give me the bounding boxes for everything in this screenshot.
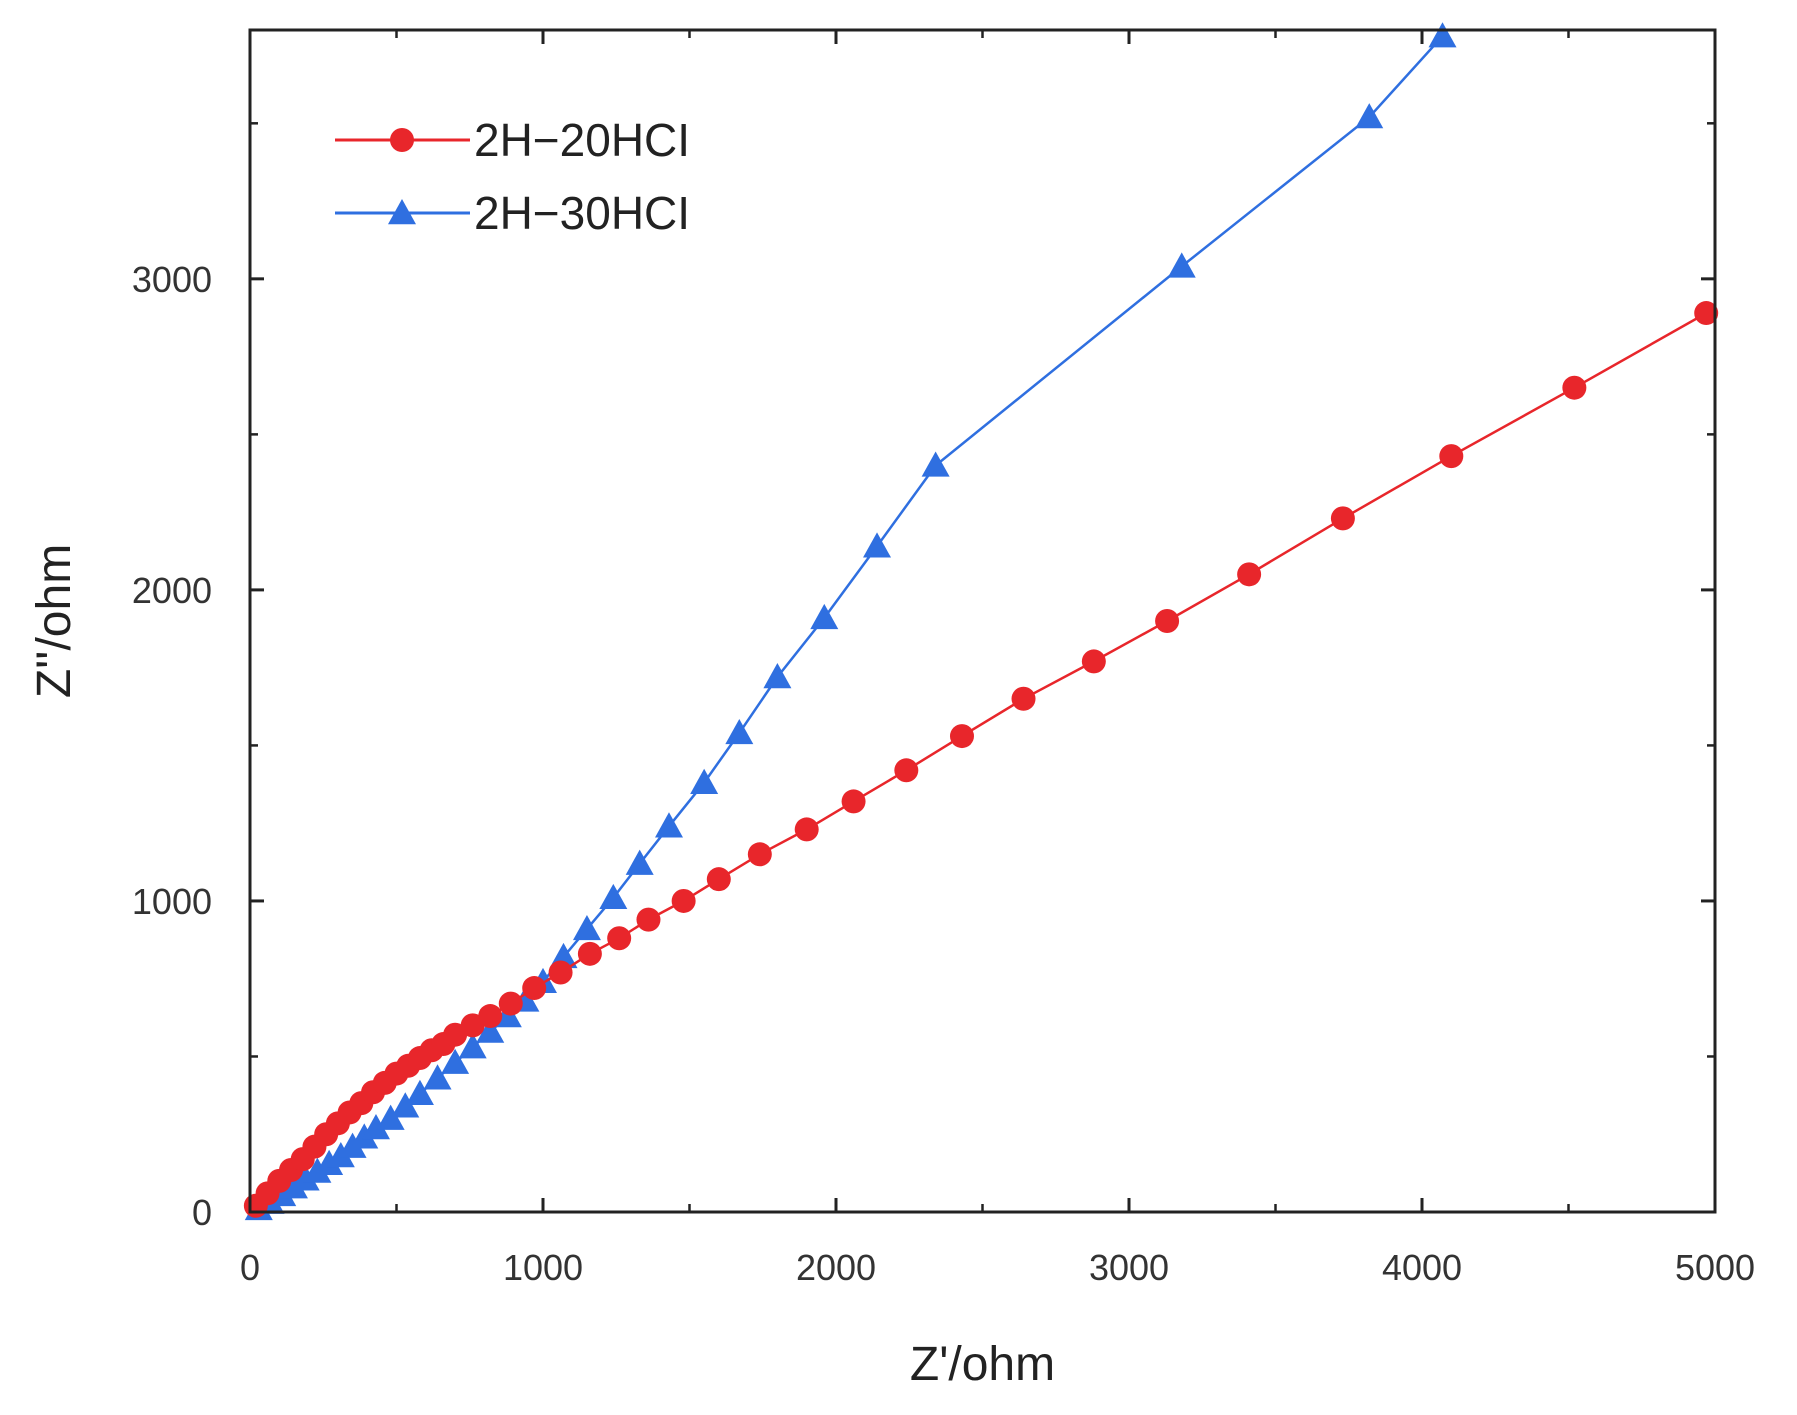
y-tick-label: 1000 <box>132 881 212 922</box>
data-point-triangle <box>1355 103 1384 129</box>
data-point-circle <box>577 941 602 966</box>
data-point-circle <box>1081 649 1106 674</box>
plot-frame <box>248 28 1717 1214</box>
data-point-circle <box>841 789 866 814</box>
data-point-circle <box>1011 686 1036 711</box>
series-1 <box>243 301 1719 1218</box>
y-tick-label: 2000 <box>132 570 212 611</box>
data-point-circle <box>478 1004 503 1029</box>
data-point-triangle <box>863 532 892 558</box>
legend: 2H−20HCI 2H−30HCI <box>335 114 690 239</box>
data-point-circle <box>1694 301 1719 326</box>
data-point-circle <box>498 991 523 1016</box>
data-point-circle <box>949 724 974 749</box>
data-point-circle <box>747 842 772 867</box>
x-tick-label: 2000 <box>796 1247 876 1288</box>
data-point-triangle <box>441 1048 470 1074</box>
data-point-triangle <box>1167 252 1196 278</box>
data-point-triangle <box>810 603 839 630</box>
legend-label: 2H−30HCI <box>474 187 690 239</box>
data-point-triangle <box>1428 22 1457 48</box>
x-axis-title: Z'/ohm <box>910 1338 1055 1391</box>
tick-labels: 0 1000 2000 3000 4000 5000 0 1000 2000 3000 <box>132 259 1755 1288</box>
data-point-circle <box>1439 444 1464 469</box>
data-point-triangle <box>279 1173 308 1199</box>
data-point-triangle <box>291 1165 320 1191</box>
y-tick-label: 3000 <box>132 259 212 300</box>
data-point-triangle <box>690 768 719 794</box>
data-point-circle <box>522 976 547 1001</box>
data-point-circle <box>706 867 731 892</box>
legend-item: 2H−30HCI <box>335 187 690 239</box>
data-point-triangle <box>391 1092 420 1118</box>
data-point-triangle <box>921 451 950 477</box>
data-point-circle <box>1237 562 1262 587</box>
data-point-triangle <box>405 1079 434 1105</box>
data-point-circle <box>460 1013 485 1038</box>
x-tick-label: 4000 <box>1382 1247 1462 1288</box>
data-point-circle <box>894 758 919 783</box>
data-point-circle <box>607 926 632 951</box>
data-point-triangle <box>625 849 654 875</box>
legend-marker <box>390 128 414 152</box>
data-point-circle <box>794 817 819 842</box>
data-point-triangle <box>303 1157 332 1183</box>
x-tick-label: 3000 <box>1089 1247 1169 1288</box>
legend-label: 2H−20HCI <box>474 114 690 166</box>
data-point-circle <box>1562 375 1587 400</box>
data-point-circle <box>548 960 573 985</box>
data-point-circle <box>671 888 696 913</box>
data-point-circle <box>443 1022 468 1047</box>
data-point-triangle <box>599 883 628 910</box>
data-point-triangle <box>423 1064 452 1090</box>
data-point-triangle <box>476 1017 505 1043</box>
data-point-triangle <box>654 812 683 838</box>
data-point-triangle <box>361 1114 390 1140</box>
data-point-triangle <box>376 1104 405 1130</box>
data-point-circle <box>636 907 661 932</box>
data-point-triangle <box>763 662 792 689</box>
data-point-circle <box>1330 506 1355 531</box>
y-tick-label: 0 <box>192 1192 212 1233</box>
data-point-circle <box>1155 609 1180 633</box>
legend-marker <box>388 199 416 225</box>
x-tick-label: 5000 <box>1675 1247 1755 1288</box>
series-layer <box>243 22 1719 1221</box>
data-point-triangle <box>725 718 754 745</box>
data-point-triangle <box>315 1149 344 1175</box>
data-point-triangle <box>458 1033 487 1059</box>
y-axis-title: Z''/ohm <box>28 544 81 698</box>
x-tick-label: 1000 <box>503 1247 583 1288</box>
legend-item: 2H−20HCI <box>335 114 690 166</box>
x-tick-label: 0 <box>240 1247 260 1288</box>
data-point-triangle <box>572 914 601 941</box>
